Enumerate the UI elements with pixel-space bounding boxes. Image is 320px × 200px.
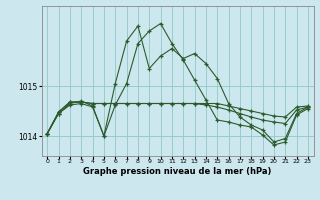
X-axis label: Graphe pression niveau de la mer (hPa): Graphe pression niveau de la mer (hPa) bbox=[84, 167, 272, 176]
